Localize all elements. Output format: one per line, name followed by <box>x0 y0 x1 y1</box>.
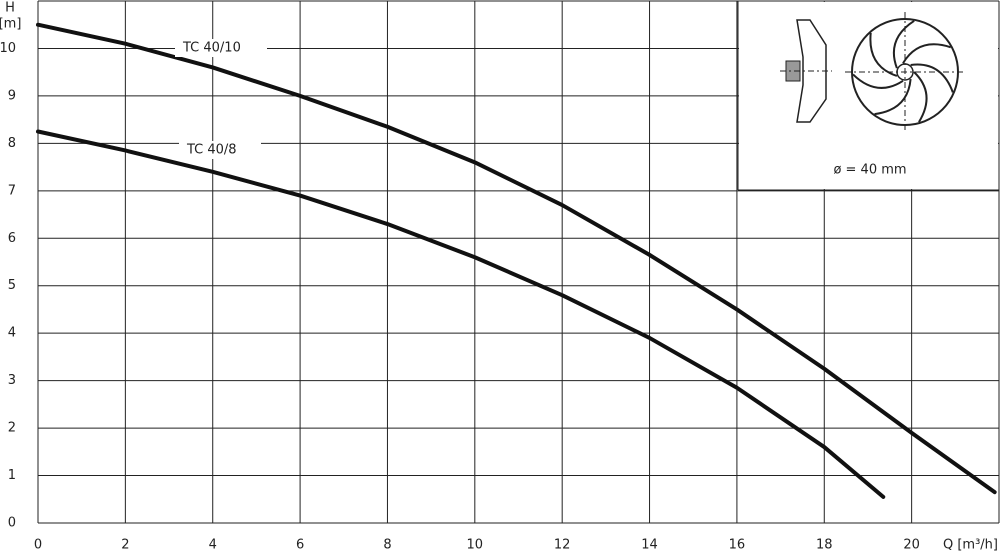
x-tick-label: 14 <box>641 538 658 553</box>
x-axis-label: Q [m³/h] <box>943 538 998 553</box>
label-background <box>175 39 267 57</box>
x-tick-label: 4 <box>209 538 217 553</box>
impeller-vane <box>869 32 898 77</box>
series-label: TC 40/8 <box>186 143 237 158</box>
y-tick-label: 3 <box>8 373 16 388</box>
x-tick-label: 6 <box>296 538 304 553</box>
impeller-vane <box>852 73 904 89</box>
curve <box>36 129 886 499</box>
x-tick-label: 0 <box>34 538 42 553</box>
x-tick-label: 8 <box>383 538 391 553</box>
x-tick-label: 18 <box>816 538 833 553</box>
y-tick-label: 2 <box>8 421 16 436</box>
y-tick-label: 5 <box>8 278 16 293</box>
impeller-vane <box>892 19 915 69</box>
y-tick-label: 4 <box>8 326 16 341</box>
y-tick-label: 9 <box>8 88 16 103</box>
label-background <box>179 141 261 159</box>
impeller-caption: ø = 40 mm <box>833 163 906 178</box>
series-label: TC 40/10 <box>182 41 241 56</box>
x-tick-label: 2 <box>121 538 129 553</box>
x-tick-label: 16 <box>729 538 746 553</box>
y-tick-label: 8 <box>8 136 16 151</box>
impeller-vane <box>913 71 928 123</box>
y-tick-label: 7 <box>8 183 16 198</box>
impeller-vane <box>910 63 954 93</box>
y-tick-label: 10 <box>0 41 16 56</box>
y-tick-label: 0 <box>8 516 16 531</box>
impeller-vane <box>902 43 952 64</box>
y-axis-label: H <box>5 1 15 16</box>
impeller-vane <box>874 78 912 116</box>
x-tick-label: 10 <box>467 538 484 553</box>
curve <box>36 22 997 495</box>
x-tick-label: 12 <box>554 538 571 553</box>
x-tick-label: 20 <box>903 538 920 553</box>
y-tick-label: 6 <box>8 231 16 246</box>
y-axis-unit: [m] <box>0 17 21 32</box>
y-tick-label: 1 <box>8 468 16 483</box>
impeller-inset: ø = 40 mm <box>737 1 999 191</box>
